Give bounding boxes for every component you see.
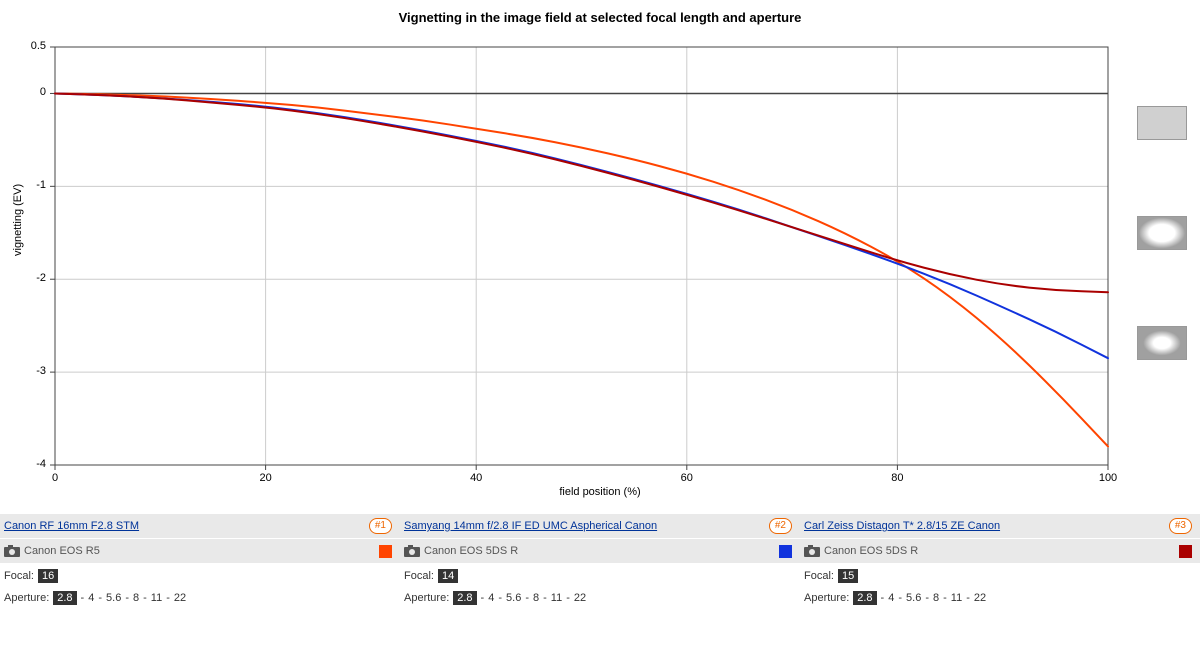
lens-link[interactable]: Canon RF 16mm F2.8 STM [4, 520, 369, 532]
aperture-option[interactable]: 4 [488, 592, 494, 604]
aperture-option[interactable]: 4 [888, 592, 894, 604]
aperture-sep: - [566, 592, 570, 604]
y-tick-label: -2 [6, 272, 46, 284]
vignette-thumb[interactable] [1137, 216, 1187, 250]
aperture-sep: - [525, 592, 529, 604]
aperture-sep: - [81, 592, 85, 604]
aperture-sep: - [925, 592, 929, 604]
camera-icon [404, 545, 420, 557]
chart-area: Vignetting in the image field at selecte… [0, 0, 1200, 502]
panel-camera-row: Canon EOS R5 [0, 539, 400, 563]
panel-header: Samyang 14mm f/2.8 IF ED UMC Aspherical … [400, 514, 800, 539]
aperture-sep: - [143, 592, 147, 604]
focal-control: Focal: 16 [4, 569, 396, 583]
panel-controls: Focal: 15 Aperture: 2.8 - 4 - 5.6 - 8 - 11 … [800, 563, 1200, 613]
aperture-option[interactable]: 5.6 [506, 592, 521, 604]
focal-label: Focal: [404, 570, 434, 582]
aperture-selected[interactable]: 2.8 [453, 591, 476, 605]
x-tick-label: 80 [891, 472, 903, 484]
focal-value[interactable]: 16 [38, 569, 58, 583]
legend-panels: Canon RF 16mm F2.8 STM#1 Canon EOS R5 Foca… [0, 514, 1200, 613]
y-tick-label: -4 [6, 458, 46, 470]
aperture-sep: - [125, 592, 129, 604]
aperture-sep: - [881, 592, 885, 604]
camera-name[interactable]: Canon EOS 5DS R [424, 545, 779, 557]
x-tick-label: 0 [52, 472, 58, 484]
lens-panel: Carl Zeiss Distagon T* 2.8/15 ZE Canon#3… [800, 514, 1200, 613]
focal-value[interactable]: 15 [838, 569, 858, 583]
chart-svg [0, 0, 1200, 502]
camera-icon [4, 545, 20, 557]
aperture-label: Aperture: [804, 592, 849, 604]
aperture-option[interactable]: 22 [574, 592, 586, 604]
lens-link[interactable]: Carl Zeiss Distagon T* 2.8/15 ZE Canon [804, 520, 1169, 532]
aperture-label: Aperture: [4, 592, 49, 604]
aperture-selected[interactable]: 2.8 [853, 591, 876, 605]
aperture-option[interactable]: 11 [551, 592, 562, 604]
x-tick-label: 20 [259, 472, 271, 484]
x-tick-label: 40 [470, 472, 482, 484]
aperture-control: Aperture: 2.8 - 4 - 5.6 - 8 - 11 - 22 [404, 591, 796, 605]
aperture-sep: - [481, 592, 485, 604]
panel-badge: #1 [369, 518, 392, 534]
camera-name[interactable]: Canon EOS 5DS R [824, 545, 1179, 557]
focal-control: Focal: 14 [404, 569, 796, 583]
aperture-label: Aperture: [404, 592, 449, 604]
aperture-option[interactable]: 22 [174, 592, 186, 604]
panel-controls: Focal: 16 Aperture: 2.8 - 4 - 5.6 - 8 - 11 … [0, 563, 400, 613]
vignette-thumb[interactable] [1137, 106, 1187, 140]
aperture-selected[interactable]: 2.8 [53, 591, 76, 605]
lens-panel: Samyang 14mm f/2.8 IF ED UMC Aspherical … [400, 514, 800, 613]
y-tick-label: 0 [6, 86, 46, 98]
lens-link[interactable]: Samyang 14mm f/2.8 IF ED UMC Aspherical … [404, 520, 769, 532]
y-tick-label: -1 [6, 179, 46, 191]
aperture-sep: - [943, 592, 947, 604]
y-tick-label: 0.5 [6, 40, 46, 52]
camera-icon [804, 545, 820, 557]
aperture-option[interactable]: 11 [151, 592, 162, 604]
root: Vignetting in the image field at selecte… [0, 0, 1200, 647]
aperture-option[interactable]: 11 [951, 592, 962, 604]
focal-label: Focal: [4, 570, 34, 582]
x-tick-label: 60 [681, 472, 693, 484]
focal-value[interactable]: 14 [438, 569, 458, 583]
aperture-control: Aperture: 2.8 - 4 - 5.6 - 8 - 11 - 22 [4, 591, 396, 605]
panel-camera-row: Canon EOS 5DS R [400, 539, 800, 563]
focal-label: Focal: [804, 570, 834, 582]
aperture-option[interactable]: 5.6 [106, 592, 121, 604]
series-swatch [779, 545, 792, 558]
y-tick-label: -3 [6, 365, 46, 377]
panel-badge: #2 [769, 518, 792, 534]
aperture-control: Aperture: 2.8 - 4 - 5.6 - 8 - 11 - 22 [804, 591, 1196, 605]
lens-panel: Canon RF 16mm F2.8 STM#1 Canon EOS R5 Foca… [0, 514, 400, 613]
aperture-sep: - [498, 592, 502, 604]
aperture-option[interactable]: 8 [133, 592, 139, 604]
series-swatch [379, 545, 392, 558]
camera-name[interactable]: Canon EOS R5 [24, 545, 379, 557]
aperture-option[interactable]: 8 [933, 592, 939, 604]
panel-controls: Focal: 14 Aperture: 2.8 - 4 - 5.6 - 8 - 11 … [400, 563, 800, 613]
series-swatch [1179, 545, 1192, 558]
aperture-sep: - [543, 592, 547, 604]
panel-badge: #3 [1169, 518, 1192, 534]
x-tick-label: 100 [1099, 472, 1117, 484]
panel-header: Carl Zeiss Distagon T* 2.8/15 ZE Canon#3 [800, 514, 1200, 539]
vignette-thumb[interactable] [1137, 326, 1187, 360]
aperture-option[interactable]: 8 [533, 592, 539, 604]
aperture-sep: - [98, 592, 102, 604]
aperture-sep: - [898, 592, 902, 604]
aperture-option[interactable]: 22 [974, 592, 986, 604]
aperture-option[interactable]: 4 [88, 592, 94, 604]
panel-camera-row: Canon EOS 5DS R [800, 539, 1200, 563]
aperture-option[interactable]: 5.6 [906, 592, 921, 604]
aperture-sep: - [166, 592, 170, 604]
aperture-sep: - [966, 592, 970, 604]
panel-header: Canon RF 16mm F2.8 STM#1 [0, 514, 400, 539]
focal-control: Focal: 15 [804, 569, 1196, 583]
